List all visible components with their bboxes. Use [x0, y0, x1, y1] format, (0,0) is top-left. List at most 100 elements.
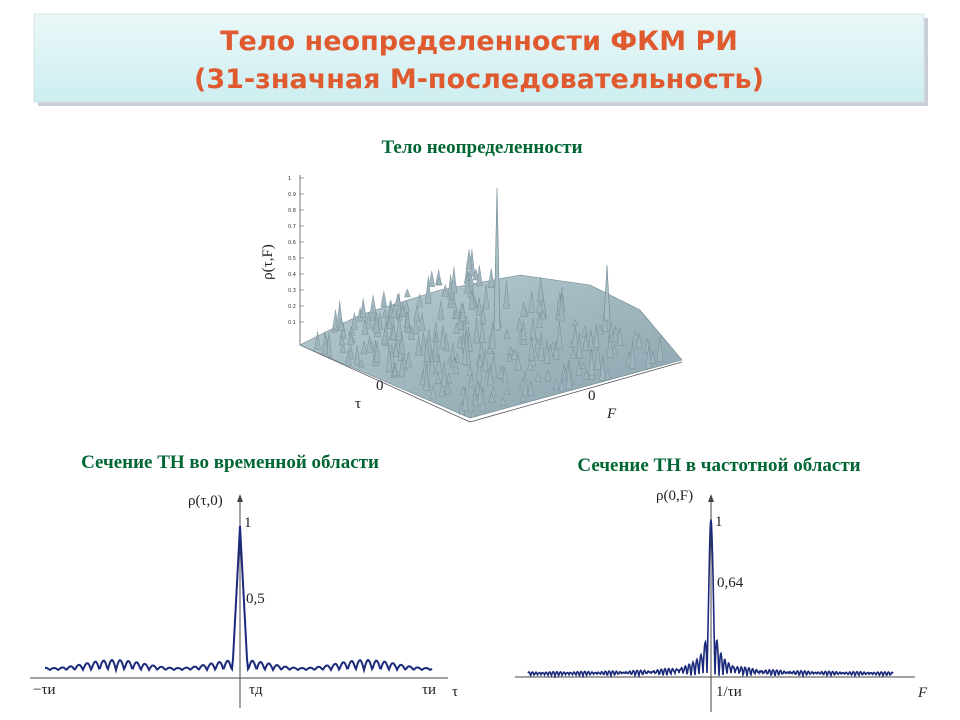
- x-label: τ: [355, 396, 361, 412]
- spike: [425, 276, 432, 304]
- freq-curve: [527, 519, 894, 679]
- freq-title: Сечение ТН в частотной области: [577, 455, 860, 476]
- spike: [461, 339, 469, 365]
- spike: [398, 357, 406, 378]
- spike: [365, 312, 372, 329]
- spike: [516, 318, 523, 331]
- spike: [405, 351, 412, 369]
- spike: [403, 299, 410, 313]
- spike: [357, 359, 365, 368]
- spike: [453, 308, 460, 319]
- spike: [537, 276, 544, 302]
- spike: [392, 343, 400, 357]
- spike: [412, 316, 420, 335]
- spike: [570, 347, 577, 359]
- x-delta-label: τд: [249, 682, 263, 698]
- spike: [468, 373, 475, 388]
- spike: [444, 381, 452, 395]
- spike: [434, 372, 442, 385]
- spike: [415, 336, 422, 356]
- spike: [386, 316, 393, 330]
- freq-y-label: ρ(0,F): [656, 488, 693, 504]
- spike: [594, 344, 602, 370]
- spike: [510, 348, 518, 360]
- spike: [479, 321, 486, 343]
- spike: [489, 321, 496, 349]
- spike: [390, 303, 398, 318]
- z-tick-label: 0.2: [288, 304, 296, 310]
- spike: [635, 333, 643, 349]
- header-box: [33, 13, 925, 103]
- z-label: ρ(τ,F): [260, 244, 276, 280]
- spike: [482, 348, 489, 372]
- spike: [565, 361, 573, 390]
- spike: [366, 335, 373, 353]
- spike: [453, 321, 460, 334]
- spike: [439, 325, 446, 349]
- spike: [487, 364, 494, 386]
- spike: [588, 347, 595, 376]
- time-curve: [45, 525, 433, 674]
- spike: [499, 396, 507, 406]
- spike: [476, 383, 484, 406]
- spike: [433, 353, 440, 362]
- spike: [381, 308, 389, 319]
- z-tick-label: 1: [288, 176, 291, 182]
- spike: [553, 378, 560, 390]
- spike: [490, 351, 497, 378]
- spike: [413, 306, 420, 322]
- spike: [616, 327, 624, 346]
- spike: [476, 265, 483, 287]
- side-peak: [603, 264, 611, 321]
- spike: [497, 366, 505, 379]
- spike: [488, 391, 495, 403]
- spike: [420, 331, 427, 356]
- spike: [544, 369, 552, 382]
- spike: [529, 317, 537, 340]
- x-right-label: τи: [422, 682, 436, 698]
- main-peak: [493, 187, 501, 331]
- spike: [536, 312, 543, 328]
- spike: [351, 312, 358, 330]
- z-tick-label: 0.3: [288, 288, 296, 294]
- spike: [423, 338, 431, 362]
- spike: [394, 293, 402, 306]
- spike: [360, 340, 368, 355]
- spike: [469, 410, 477, 418]
- spike: [435, 353, 442, 373]
- title-line2: (31-значная М-последовательность): [194, 64, 764, 95]
- z-tick-label: 0.6: [288, 240, 296, 246]
- spike: [504, 387, 511, 395]
- spike: [467, 274, 475, 287]
- spike: [579, 362, 587, 369]
- spike: [430, 384, 437, 399]
- spike: [556, 321, 563, 349]
- spike: [477, 354, 484, 367]
- spike: [649, 351, 657, 364]
- spike: [503, 328, 510, 339]
- spike: [353, 345, 361, 366]
- spike: [472, 268, 480, 281]
- arrow: [237, 494, 243, 502]
- spike: [558, 293, 565, 322]
- spike: [374, 341, 381, 363]
- spike: [361, 318, 369, 335]
- level-label: 0,64: [717, 575, 744, 591]
- freq-peak-label: 1: [715, 514, 723, 530]
- spike: [482, 284, 490, 310]
- y-axis: [469, 361, 683, 423]
- arrow: [708, 494, 714, 502]
- spike: [543, 340, 551, 364]
- x-axis-label: τ: [452, 684, 458, 700]
- time-title: Сечение ТН во временной области: [81, 452, 379, 473]
- y-zero: 0: [588, 388, 596, 404]
- spike: [527, 358, 534, 371]
- spike: [475, 297, 483, 316]
- spike: [583, 369, 590, 380]
- x-left-label: −τи: [33, 682, 56, 698]
- spike: [462, 386, 469, 412]
- spike: [534, 372, 542, 382]
- spike: [571, 325, 579, 348]
- spike: [339, 342, 346, 353]
